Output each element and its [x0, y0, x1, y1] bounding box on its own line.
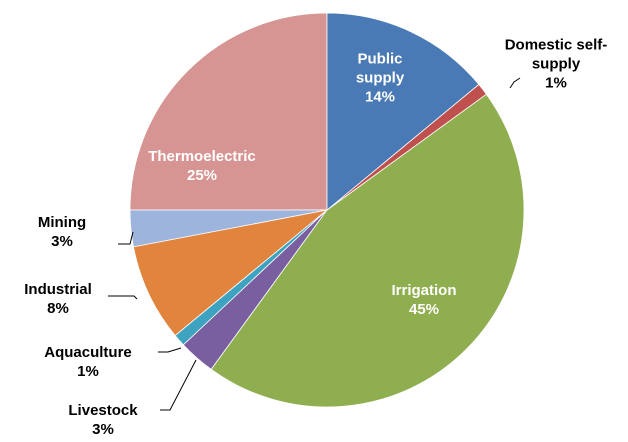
- leader-line: [509, 77, 521, 89]
- leader-lines: [108, 77, 521, 411]
- leader-line: [108, 295, 138, 300]
- slice-value: 3%: [92, 421, 114, 438]
- pie-slice: [133, 209, 328, 337]
- slice-label: Industrial 8%: [8, 280, 108, 318]
- leader-line: [160, 359, 197, 411]
- pie-slice: [210, 93, 525, 408]
- slice-value: 8%: [47, 300, 69, 317]
- leader-line: [118, 231, 134, 245]
- pie-slice: [129, 12, 328, 211]
- slice-value: 1%: [77, 363, 99, 380]
- slice-label: Domestic self-supply 1%: [491, 36, 621, 93]
- slice-label: Aquaculture 1%: [33, 343, 143, 381]
- slice-value: 45%: [408, 301, 440, 318]
- slice-label: Mining 3%: [22, 213, 102, 251]
- slice-name: Industrial: [24, 281, 92, 298]
- slice-label: Livestock 3%: [53, 401, 153, 439]
- slice-value: 1%: [545, 74, 567, 92]
- pie-slice: [326, 12, 480, 211]
- slice-name: Mining: [37, 214, 87, 231]
- slice-name: Aquaculture: [44, 344, 132, 361]
- slice-name: Livestock: [68, 402, 138, 419]
- slice-value: 14%: [364, 88, 396, 106]
- slice-label: Public supply 14%: [340, 50, 420, 107]
- slice-name: Domestic self-supply: [504, 36, 608, 73]
- slice-label: Thermoelectric 25%: [132, 147, 272, 185]
- slice-name: Public supply: [355, 50, 405, 87]
- slice-name: Irrigation: [391, 282, 457, 299]
- slice-name: Thermoelectric: [148, 148, 256, 165]
- slice-label: Irrigation 45%: [374, 281, 474, 319]
- slice-value: 3%: [51, 233, 73, 250]
- slice-value: 25%: [186, 167, 218, 184]
- leader-line: [158, 347, 182, 353]
